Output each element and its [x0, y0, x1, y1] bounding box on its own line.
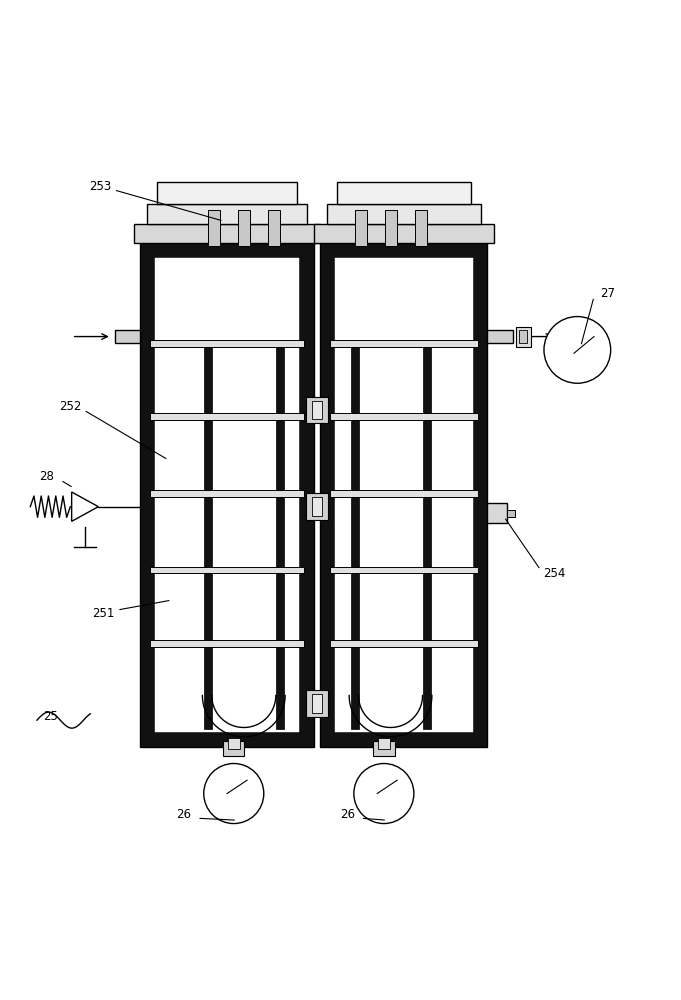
Text: 26: 26 — [340, 808, 355, 821]
Bar — [140, 243, 314, 747]
Bar — [140, 243, 314, 747]
Bar — [507, 510, 516, 517]
Bar — [155, 258, 299, 732]
Bar — [327, 204, 481, 224]
Text: 252: 252 — [59, 400, 82, 413]
Bar — [204, 345, 212, 729]
Bar — [306, 690, 328, 717]
Bar — [373, 741, 394, 756]
Bar — [330, 640, 478, 647]
Bar — [321, 243, 488, 747]
Bar — [488, 503, 507, 523]
Bar — [337, 182, 471, 204]
Bar — [133, 224, 321, 243]
Bar — [385, 210, 396, 246]
Bar — [330, 413, 478, 420]
Bar — [313, 401, 322, 419]
Bar — [321, 243, 488, 747]
Bar — [314, 224, 494, 243]
Bar — [520, 330, 527, 343]
Bar — [227, 738, 240, 749]
Bar — [314, 696, 321, 711]
Bar — [335, 258, 473, 732]
Text: 26: 26 — [176, 808, 191, 821]
Text: 253: 253 — [89, 180, 112, 193]
Bar — [157, 182, 297, 204]
Bar — [223, 741, 244, 756]
Bar — [150, 567, 304, 573]
Bar — [268, 210, 280, 246]
Bar — [306, 397, 328, 423]
Circle shape — [544, 317, 611, 383]
Bar — [115, 330, 140, 343]
Text: 28: 28 — [39, 470, 54, 483]
Bar — [422, 345, 430, 729]
Bar — [516, 327, 530, 347]
Bar — [314, 499, 321, 514]
Bar — [306, 493, 328, 520]
Bar — [314, 403, 321, 417]
Bar — [150, 490, 304, 497]
Bar — [150, 640, 304, 647]
Bar — [488, 330, 513, 343]
Text: 25: 25 — [43, 710, 58, 723]
Bar — [415, 210, 426, 246]
Bar — [313, 497, 322, 516]
Bar — [238, 210, 250, 246]
Text: 254: 254 — [543, 567, 565, 580]
Polygon shape — [72, 492, 98, 521]
Bar — [150, 413, 304, 420]
Bar — [330, 340, 478, 347]
Bar — [351, 345, 358, 729]
Bar — [276, 345, 284, 729]
Bar — [208, 210, 220, 246]
Bar — [150, 340, 304, 347]
Text: 27: 27 — [600, 287, 615, 300]
Text: 251: 251 — [93, 607, 115, 620]
Bar — [330, 567, 478, 573]
Bar — [147, 204, 307, 224]
Bar — [378, 738, 390, 749]
Circle shape — [204, 764, 264, 824]
Bar — [330, 490, 478, 497]
Bar — [313, 694, 322, 713]
Circle shape — [354, 764, 414, 824]
Bar — [355, 210, 366, 246]
